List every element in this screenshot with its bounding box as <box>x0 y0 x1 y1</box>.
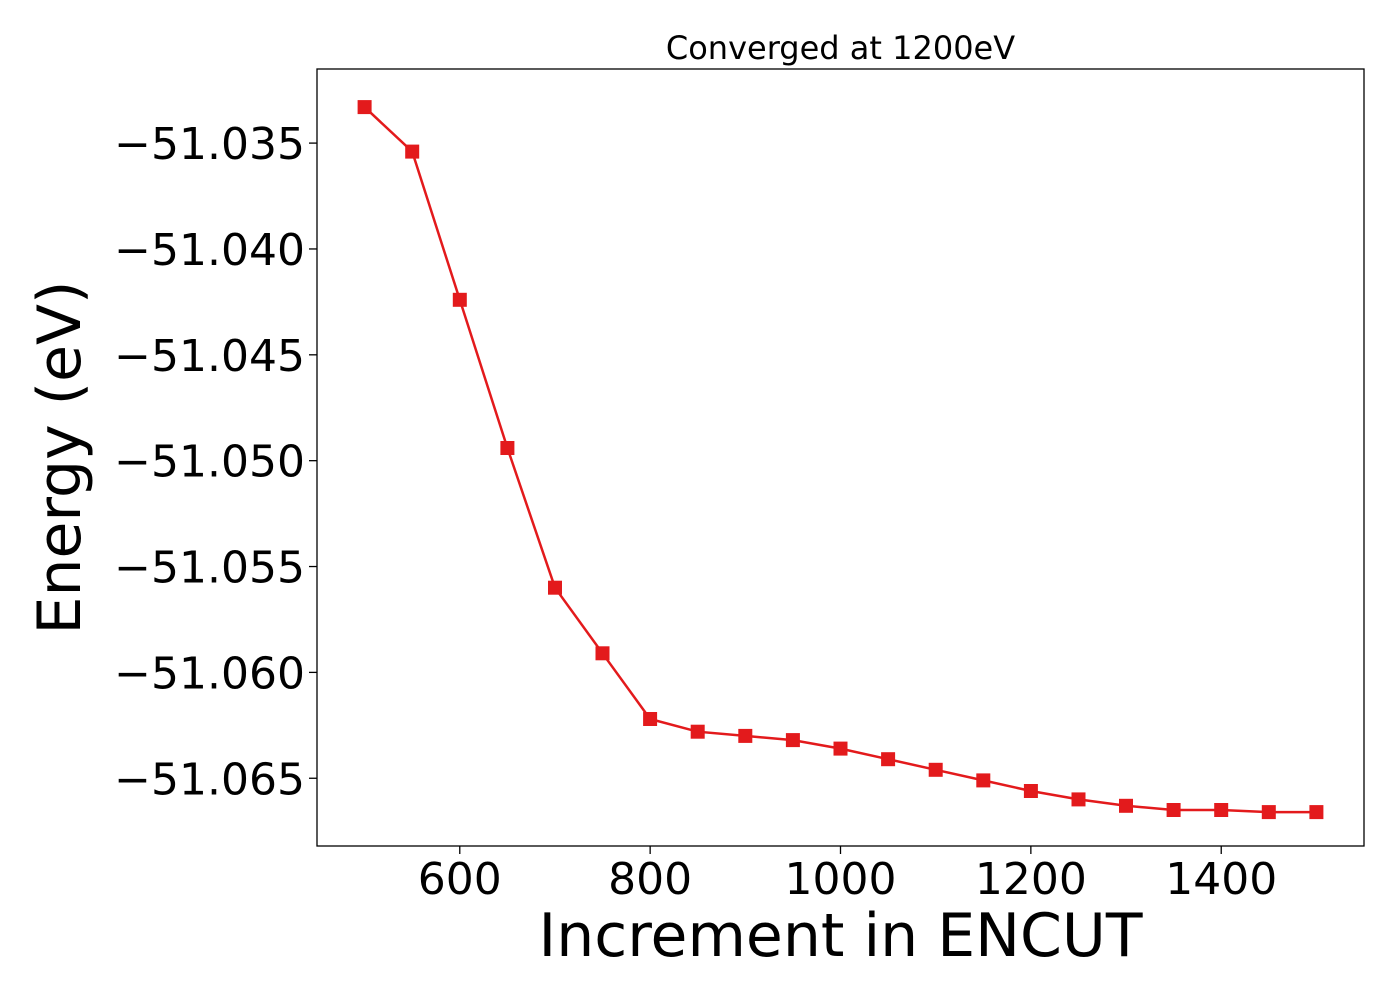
x-tick-label: 1200 <box>975 854 1087 905</box>
x-axis-ticks: 600 800 1000 1200 1400 <box>418 846 1277 905</box>
x-tick-label: 800 <box>608 854 692 905</box>
series-line <box>363 106 1317 814</box>
data-point-marker <box>1071 792 1086 807</box>
y-tick-label: −51.065 <box>114 754 305 805</box>
data-point-marker <box>738 728 753 743</box>
y-tick-label: −51.050 <box>114 437 305 488</box>
data-point-marker <box>1119 798 1133 813</box>
data-point-marker <box>548 580 562 595</box>
data-point-marker <box>881 752 896 767</box>
data-point-marker <box>500 441 515 455</box>
data-point-marker <box>595 646 610 661</box>
data-point-marker <box>1214 803 1229 817</box>
x-tick-label: 600 <box>418 854 502 905</box>
y-tick-label: −51.040 <box>114 225 305 276</box>
data-point-marker <box>1261 805 1276 820</box>
data-point-marker <box>833 741 848 756</box>
x-tick-label: 1000 <box>785 854 897 905</box>
series-markers <box>357 100 1324 820</box>
axes-frame <box>316 68 1365 847</box>
data-point-marker <box>1023 784 1038 798</box>
y-tick-label: −51.045 <box>114 331 305 382</box>
x-tick-label: 1400 <box>1165 854 1277 905</box>
y-tick-label: −51.035 <box>114 119 305 170</box>
chart-title: Converged at 1200eV <box>666 29 1015 67</box>
y-axis-label: Energy (eV) <box>25 281 95 635</box>
data-point-marker <box>405 144 420 159</box>
data-point-marker <box>928 762 943 777</box>
y-tick-label: −51.060 <box>114 648 305 699</box>
data-point-marker <box>1166 803 1181 817</box>
data-point-marker <box>357 100 372 115</box>
data-point-marker <box>452 292 467 307</box>
data-point-marker <box>785 733 800 748</box>
data-point-marker <box>690 724 705 739</box>
data-point-marker <box>1309 805 1324 820</box>
data-point-marker <box>643 712 658 726</box>
data-point-marker <box>976 773 991 788</box>
plot-area <box>357 100 1324 820</box>
x-axis-label: Increment in ENCUT <box>539 901 1143 971</box>
y-axis-ticks: −51.035 −51.040 −51.045 −51.050 −51.055 −51.0… <box>114 119 317 805</box>
y-tick-label: −51.055 <box>114 543 305 594</box>
